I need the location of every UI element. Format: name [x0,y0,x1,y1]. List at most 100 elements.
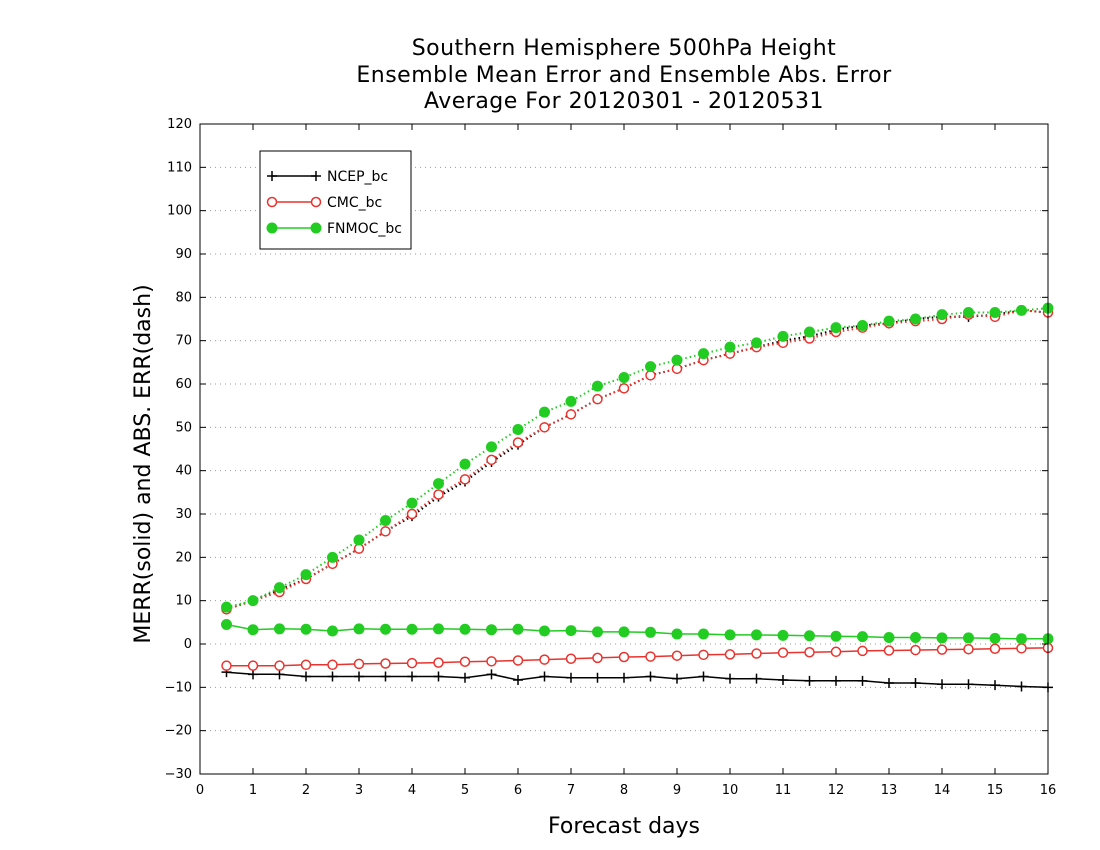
data-point [936,644,948,655]
data-point [645,651,656,662]
legend: NCEP_bc CMC_bc FNMOC_bc [259,150,412,250]
series-line [226,647,1049,667]
data-point [380,671,391,682]
data-point [884,678,894,688]
data-point [857,645,868,657]
data-point [804,630,815,642]
data-point [433,657,444,668]
data-point [883,315,895,327]
y-tick-label: −10 [165,680,192,695]
data-point [380,526,391,537]
data-point [724,341,736,353]
x-tick-label: 6 [514,783,522,798]
data-point [380,515,391,526]
legend-box [259,150,412,250]
data-point [301,671,311,682]
data-point [777,330,789,342]
data-point [565,653,577,664]
data-point [380,658,391,669]
data-point [566,672,576,683]
data-point [671,354,683,366]
data-point [353,543,365,554]
x-tick-label: 7 [567,783,575,798]
x-tick-label: 16 [1040,783,1057,798]
data-point [645,370,656,381]
y-tick-label: −30 [165,767,192,782]
data-point [592,380,603,392]
data-point [539,422,550,433]
data-point [565,395,577,407]
y-tick-label: 20 [175,550,192,565]
data-point [672,673,682,684]
data-point [433,489,444,500]
data-point [989,632,1001,644]
data-point [266,196,278,208]
data-point [354,671,364,682]
data-point [910,678,921,688]
data-point [1016,304,1027,316]
data-point [267,171,277,181]
data-point [274,582,285,594]
data-point [804,675,815,686]
data-point [539,654,550,665]
data-point [407,671,417,682]
x-tick-label: 13 [881,783,898,798]
data-point [618,651,630,663]
data-point [327,671,338,682]
x-tick-label: 2 [302,783,310,798]
data-point [698,649,709,661]
y-tick-label: 70 [175,334,192,349]
y-tick-label: 110 [167,160,192,175]
data-point [592,652,603,664]
grid-lines [200,166,1048,732]
data-point [512,437,524,448]
data-point [311,171,321,181]
data-point [486,624,497,636]
series-line [226,623,1048,640]
data-point [512,424,524,435]
data-point [883,632,895,643]
data-point [539,625,550,637]
data-point [592,672,603,683]
data-point [778,674,788,685]
data-point [486,656,497,667]
x-tick-label: 1 [249,783,257,798]
data-point [671,628,683,640]
x-tick-label: 0 [196,783,204,798]
data-point [963,307,974,318]
data-point [777,629,789,641]
data-point [274,660,285,671]
data-point [804,326,815,338]
series-line [226,309,1049,611]
data-point [619,672,629,683]
data-point [327,551,338,563]
data-point [459,474,471,485]
data-point [963,632,974,644]
data-point [221,660,232,671]
x-tick-label: 4 [408,783,416,798]
data-point [751,337,762,349]
data-point [266,222,278,234]
data-point [512,655,524,666]
series-ncep-bc-mean-err [221,667,1053,693]
y-tick-label: 120 [167,117,192,132]
y-tick-label: 50 [175,420,192,435]
data-point [406,657,418,669]
series-layer [221,302,1054,693]
data-point [990,680,1000,691]
y-tick-label: 40 [175,464,192,479]
data-point [963,679,974,690]
x-tick-label: 9 [673,783,681,798]
data-point [910,313,921,325]
data-point [310,196,322,208]
data-point [645,361,656,373]
series-fnmoc-bc-abs-err [221,302,1054,613]
data-point [539,671,550,682]
data-point [433,623,444,635]
data-point [327,659,338,671]
y-tick-label: −20 [165,724,192,739]
y-tick-label: 90 [175,247,192,262]
data-point [1016,633,1027,645]
